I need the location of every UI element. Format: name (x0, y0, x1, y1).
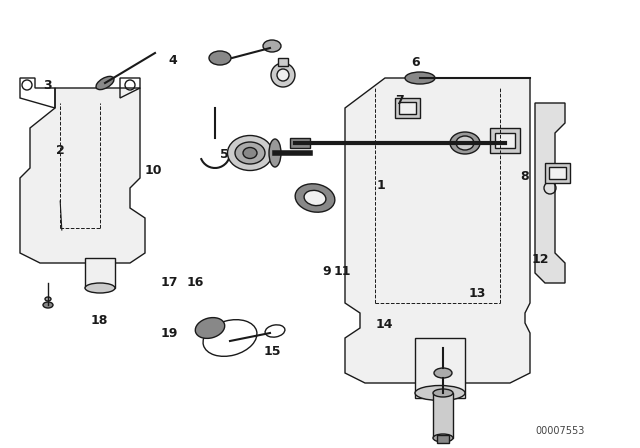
Ellipse shape (304, 190, 326, 206)
Ellipse shape (96, 77, 114, 90)
Ellipse shape (263, 40, 281, 52)
Bar (549, 167, 566, 179)
Ellipse shape (195, 318, 225, 338)
Ellipse shape (235, 142, 265, 164)
Bar (85, 258, 115, 288)
Circle shape (271, 63, 295, 87)
Bar (415, 338, 465, 398)
Bar (433, 393, 453, 438)
Ellipse shape (269, 139, 281, 167)
Text: 17: 17 (161, 276, 179, 289)
Text: 1: 1 (376, 179, 385, 193)
Ellipse shape (433, 434, 453, 442)
Text: 18: 18 (90, 314, 108, 327)
Ellipse shape (243, 147, 257, 159)
Ellipse shape (45, 297, 51, 301)
Polygon shape (20, 88, 145, 263)
Text: 8: 8 (520, 170, 529, 184)
Bar (490, 128, 520, 153)
Bar (399, 102, 416, 114)
Bar (395, 98, 420, 118)
Ellipse shape (227, 135, 273, 171)
Text: 4: 4 (168, 54, 177, 67)
Text: 15: 15 (263, 345, 281, 358)
Bar (545, 163, 570, 183)
Ellipse shape (295, 184, 335, 212)
Text: 14: 14 (375, 318, 393, 332)
Bar (495, 133, 515, 148)
Ellipse shape (43, 302, 53, 308)
Ellipse shape (434, 368, 452, 378)
Bar (437, 435, 449, 443)
Ellipse shape (433, 389, 453, 397)
Text: 7: 7 (396, 94, 404, 108)
Text: 16: 16 (186, 276, 204, 289)
Text: 13: 13 (468, 287, 486, 300)
Ellipse shape (450, 132, 480, 154)
Text: 2: 2 (56, 143, 65, 157)
Text: 12: 12 (532, 253, 550, 267)
Ellipse shape (209, 51, 231, 65)
Bar (290, 138, 310, 148)
Polygon shape (535, 103, 565, 283)
Text: 6: 6 (412, 56, 420, 69)
Ellipse shape (415, 385, 465, 401)
Ellipse shape (456, 136, 474, 150)
Text: 3: 3 (44, 78, 52, 92)
Text: 5: 5 (220, 148, 228, 161)
Circle shape (277, 69, 289, 81)
Polygon shape (345, 78, 530, 383)
Text: 9: 9 (322, 264, 331, 278)
Text: 00007553: 00007553 (535, 426, 585, 436)
Text: 10: 10 (145, 164, 163, 177)
Text: 11: 11 (333, 264, 351, 278)
Ellipse shape (85, 283, 115, 293)
Bar (278, 58, 288, 66)
Text: 19: 19 (161, 327, 179, 340)
Ellipse shape (405, 72, 435, 84)
